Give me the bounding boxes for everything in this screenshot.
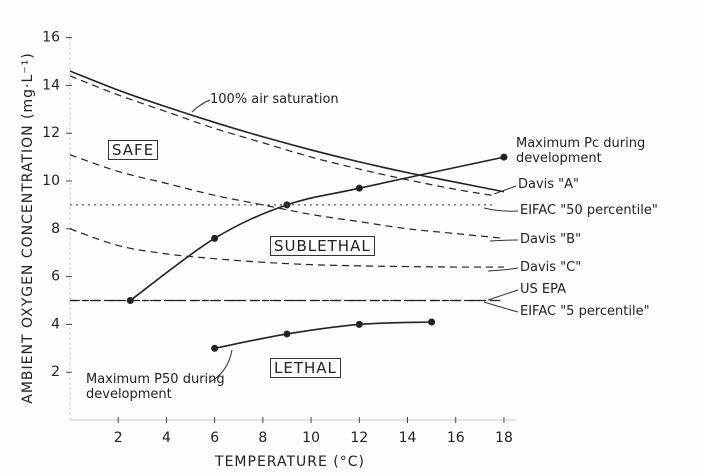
y-tick-label: 4 (51, 316, 60, 332)
series-label: Davis "A" (518, 177, 580, 192)
x-tick-label: 4 (162, 430, 171, 446)
series-label: Maximum Pc during development (516, 136, 646, 166)
x-tick-label: 8 (258, 430, 267, 446)
x-tick-label: 12 (350, 430, 368, 446)
data-point (355, 184, 363, 192)
leader-line (191, 99, 211, 113)
x-tick-label: 10 (302, 430, 320, 446)
y-tick-label: 16 (42, 30, 60, 46)
x-tick-label: 14 (399, 430, 417, 446)
y-tick-label: 10 (42, 173, 60, 189)
data-point (500, 153, 508, 161)
y-tick-label: 6 (51, 269, 60, 285)
region-label: LETHAL (270, 358, 341, 378)
series-label: Davis "B" (520, 232, 582, 247)
series-label: Maximum P50 during development (86, 372, 225, 402)
x-tick-label: 16 (447, 430, 465, 446)
region-label: SAFE (108, 140, 159, 160)
series-line (69, 70, 505, 193)
data-point (428, 318, 436, 326)
y-tick-label: 8 (51, 221, 60, 237)
leader-line (493, 185, 517, 195)
series-line (129, 156, 505, 302)
y-tick-label: 12 (42, 125, 60, 141)
x-tick-label: 6 (210, 430, 219, 446)
x-tick-label: 18 (495, 430, 513, 446)
series-label: US EPA (520, 282, 567, 297)
series-label: EIFAC "50 percentile" (520, 203, 658, 218)
series-label: EIFAC "5 percentile" (520, 304, 650, 319)
leader-line (487, 267, 519, 272)
series-line (69, 75, 492, 196)
region-label: SUBLETHAL (270, 236, 375, 256)
x-tick-label: 2 (114, 430, 123, 446)
y-tick-label: 2 (51, 364, 60, 380)
data-point (211, 234, 219, 242)
y-tick-label: 14 (42, 77, 60, 93)
series-line (69, 228, 504, 268)
series-line (69, 154, 505, 239)
data-point (283, 330, 291, 338)
leader-line (489, 239, 519, 242)
y-axis-title: AMBIENT OXYGEN CONCENTRATION (mg·L⁻¹) (20, 52, 36, 403)
data-point (355, 320, 363, 328)
data-point (211, 344, 219, 352)
series-label: 100% air saturation (210, 92, 339, 107)
leader-line (487, 289, 519, 301)
x-axis-title: TEMPERATURE (°C) (214, 454, 365, 470)
leader-line (483, 207, 519, 212)
series-label: Davis "C" (520, 260, 582, 275)
leader-line (483, 301, 519, 313)
series-line (214, 321, 432, 350)
leader-line (209, 349, 233, 383)
